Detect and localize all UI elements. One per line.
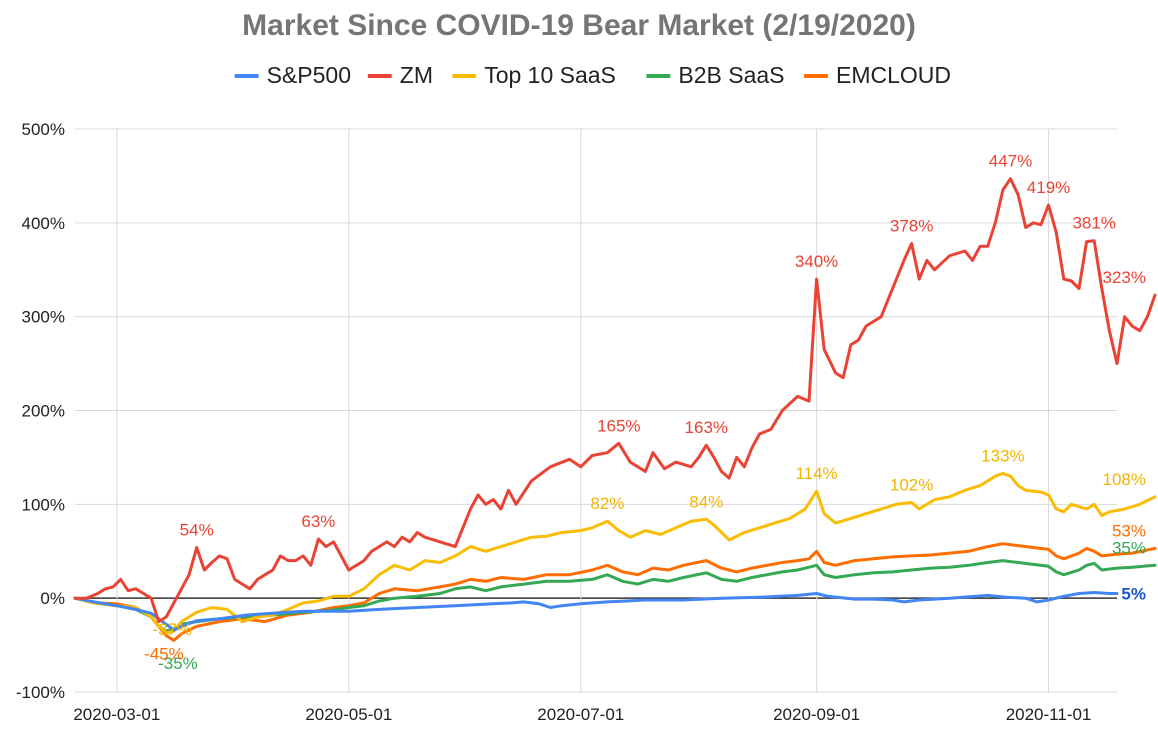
data-label: 82% [590,494,624,513]
data-label: 53% [1112,521,1146,540]
series-line-top-10-saas [73,471,1157,635]
y-tick-label: -100% [16,683,65,702]
x-tick-label: 2020-11-01 [1006,705,1092,724]
legend-swatch [234,74,259,78]
legend-swatch [646,74,671,78]
x-tick-label: 2020-09-01 [773,705,860,724]
data-label: 35% [1112,538,1146,557]
data-label: 165% [597,416,640,435]
series-line-zm [73,177,1157,624]
legend-entry: S&P500 [267,62,351,88]
legend: S&P500 ZM Top 10 SaaS B2B SaaS EMCLOUD [234,62,951,88]
y-tick-label: 400% [22,214,65,233]
data-label: 340% [795,252,838,271]
data-label: 133% [981,446,1024,465]
legend-entry: Top 10 SaaS [484,62,616,88]
data-label: 108% [1103,470,1146,489]
legend-entry: EMCLOUD [836,62,951,88]
y-tick-label: 100% [22,495,65,514]
legend-swatch [452,74,477,78]
data-label: 378% [890,216,933,235]
data-label: 114% [795,464,837,483]
y-tick-label: 200% [22,402,65,421]
legend-swatch [804,74,828,78]
series-lines [73,177,1157,642]
y-tick-label: 500% [22,120,65,139]
data-labels: 5% 54% 63% 165% 163% 340% 378% 447% 419%381% 323%… [144,152,1146,673]
data-label: 163% [685,418,728,437]
data-label: -45% [144,644,184,663]
data-label: 63% [301,512,335,531]
y-axis: 500% 400% 300% 200% 100% 0% -100% [16,120,65,702]
data-label: 54% [180,520,214,539]
gridlines [75,128,1117,693]
series-line-emcloud [73,542,1157,642]
legend-entry: B2B SaaS [678,62,784,88]
data-label: -37% [152,620,192,639]
data-label: 381% [1072,214,1115,233]
data-label: -35% [158,654,198,673]
x-axis: 2020-03-01 2020-05-01 2020-07-01 2020-09-01… [73,705,1091,724]
data-label: 102% [890,475,933,494]
x-tick-label: 2020-03-01 [73,705,160,724]
legend-entry: ZM [400,62,433,88]
chart-title: Market Since COVID-19 Bear Market (2/19/… [242,9,916,42]
series-line-b2b-saas [73,559,1157,633]
y-tick-label: 0% [40,589,65,608]
data-label: 323% [1103,268,1146,287]
y-tick-label: 300% [22,308,65,327]
data-label: 5% [1121,584,1146,603]
x-tick-label: 2020-05-01 [305,705,392,724]
legend-swatch [367,74,392,78]
x-tick-label: 2020-07-01 [537,705,624,724]
data-label: 84% [689,492,723,511]
data-label: 447% [989,152,1032,171]
series-line-s-p500 [73,591,1119,632]
data-label: 419% [1027,178,1070,197]
